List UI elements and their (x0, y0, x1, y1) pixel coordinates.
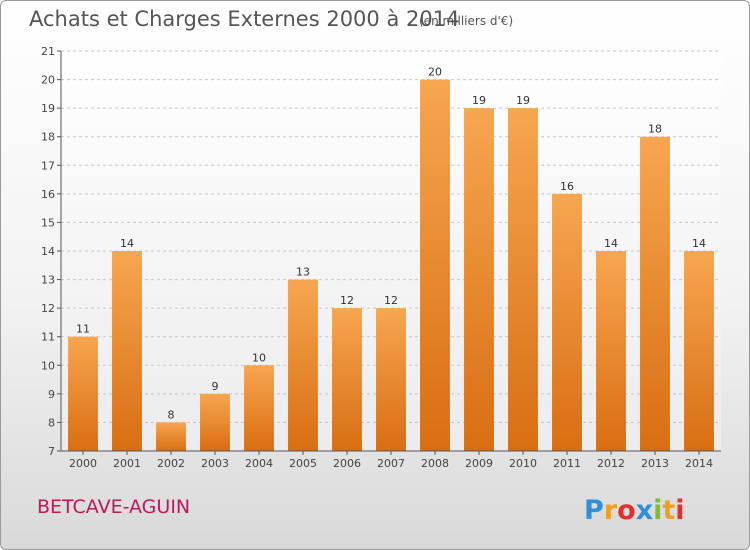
bar (244, 365, 274, 451)
bar-data-label: 12 (384, 294, 398, 307)
bar-data-label: 10 (252, 351, 266, 364)
bar-data-label: 14 (120, 237, 134, 250)
y-tick-label: 11 (41, 331, 55, 344)
bar-data-label: 12 (340, 294, 354, 307)
bar-data-label: 16 (560, 180, 574, 193)
axes: 7 8 9 10 11 12 13 14 15 16 17 18 19 20 21 2000 2001 2002 2… (41, 45, 721, 470)
bar-data-label: 14 (604, 237, 618, 250)
bar (684, 251, 714, 451)
y-tick-label: 13 (41, 274, 55, 287)
bar-data-label: 18 (648, 123, 662, 136)
bar (332, 308, 362, 451)
bar (156, 422, 186, 451)
bar (640, 136, 670, 451)
svg-text:Proxiti: Proxiti (584, 495, 685, 526)
bar (112, 251, 142, 451)
bar-data-label: 14 (692, 237, 706, 250)
y-tick-label: 14 (41, 245, 55, 258)
logo-letter: P (584, 495, 604, 526)
x-tick-label: 2014 (685, 457, 713, 470)
bar-data-label: 19 (516, 94, 530, 107)
bar-data-label: 20 (428, 66, 442, 79)
x-tick-label: 2000 (69, 457, 97, 470)
x-tick-label: 2001 (113, 457, 141, 470)
logo-letter: t (662, 495, 675, 526)
x-tick-label: 2009 (465, 457, 493, 470)
y-tick-label: 7 (48, 445, 55, 458)
y-tick-label: 12 (41, 302, 55, 315)
bar (288, 279, 318, 451)
logo-letter: o (617, 495, 636, 526)
y-tick-label: 18 (41, 131, 55, 144)
y-tick-label: 9 (48, 388, 55, 401)
bar-data-label: 19 (472, 94, 486, 107)
bar (552, 193, 582, 451)
y-tick-label: 8 (48, 416, 55, 429)
chart-subtitle: (en milliers d'€) (419, 14, 514, 28)
bar (508, 108, 538, 452)
logo-letter: i (675, 495, 684, 526)
y-tick-label: 15 (41, 216, 55, 229)
x-tick-label: 2005 (289, 457, 317, 470)
x-tick-label: 2004 (245, 457, 273, 470)
x-tick-label: 2008 (421, 457, 449, 470)
logo-letter: r (604, 495, 618, 526)
x-tick-label: 2011 (553, 457, 581, 470)
logo-letter: x (636, 495, 653, 526)
proxiti-logo[interactable]: Proxiti (584, 490, 694, 530)
bar (464, 108, 494, 452)
bar (200, 393, 230, 451)
y-tick-label: 10 (41, 359, 55, 372)
bar-data-label: 11 (76, 323, 90, 336)
x-tick-label: 2003 (201, 457, 229, 470)
x-tick-label: 2002 (157, 457, 185, 470)
y-tick-label: 16 (41, 188, 55, 201)
y-tick-label: 21 (41, 45, 55, 58)
x-tick-label: 2010 (509, 457, 537, 470)
bar-data-label: 8 (168, 408, 175, 421)
x-tick-label: 2006 (333, 457, 361, 470)
bars: 11 14 8 9 10 13 12 12 20 19 19 16 14 18 14 (68, 66, 714, 452)
bar (376, 308, 406, 451)
x-tick-label: 2013 (641, 457, 669, 470)
place-name: BETCAVE-AGUIN (37, 496, 191, 518)
chart-title: Achats et Charges Externes 2000 à 2014 (29, 7, 460, 31)
x-tick-label: 2012 (597, 457, 625, 470)
y-tick-label: 20 (41, 74, 55, 87)
bar (420, 79, 450, 452)
bar (68, 336, 98, 451)
y-tick-label: 19 (41, 102, 55, 115)
y-tick-label: 17 (41, 159, 55, 172)
bar (596, 251, 626, 451)
logo-letter: i (653, 495, 662, 526)
x-tick-label: 2007 (377, 457, 405, 470)
bar-data-label: 9 (212, 380, 219, 393)
bar-data-label: 13 (296, 266, 310, 279)
